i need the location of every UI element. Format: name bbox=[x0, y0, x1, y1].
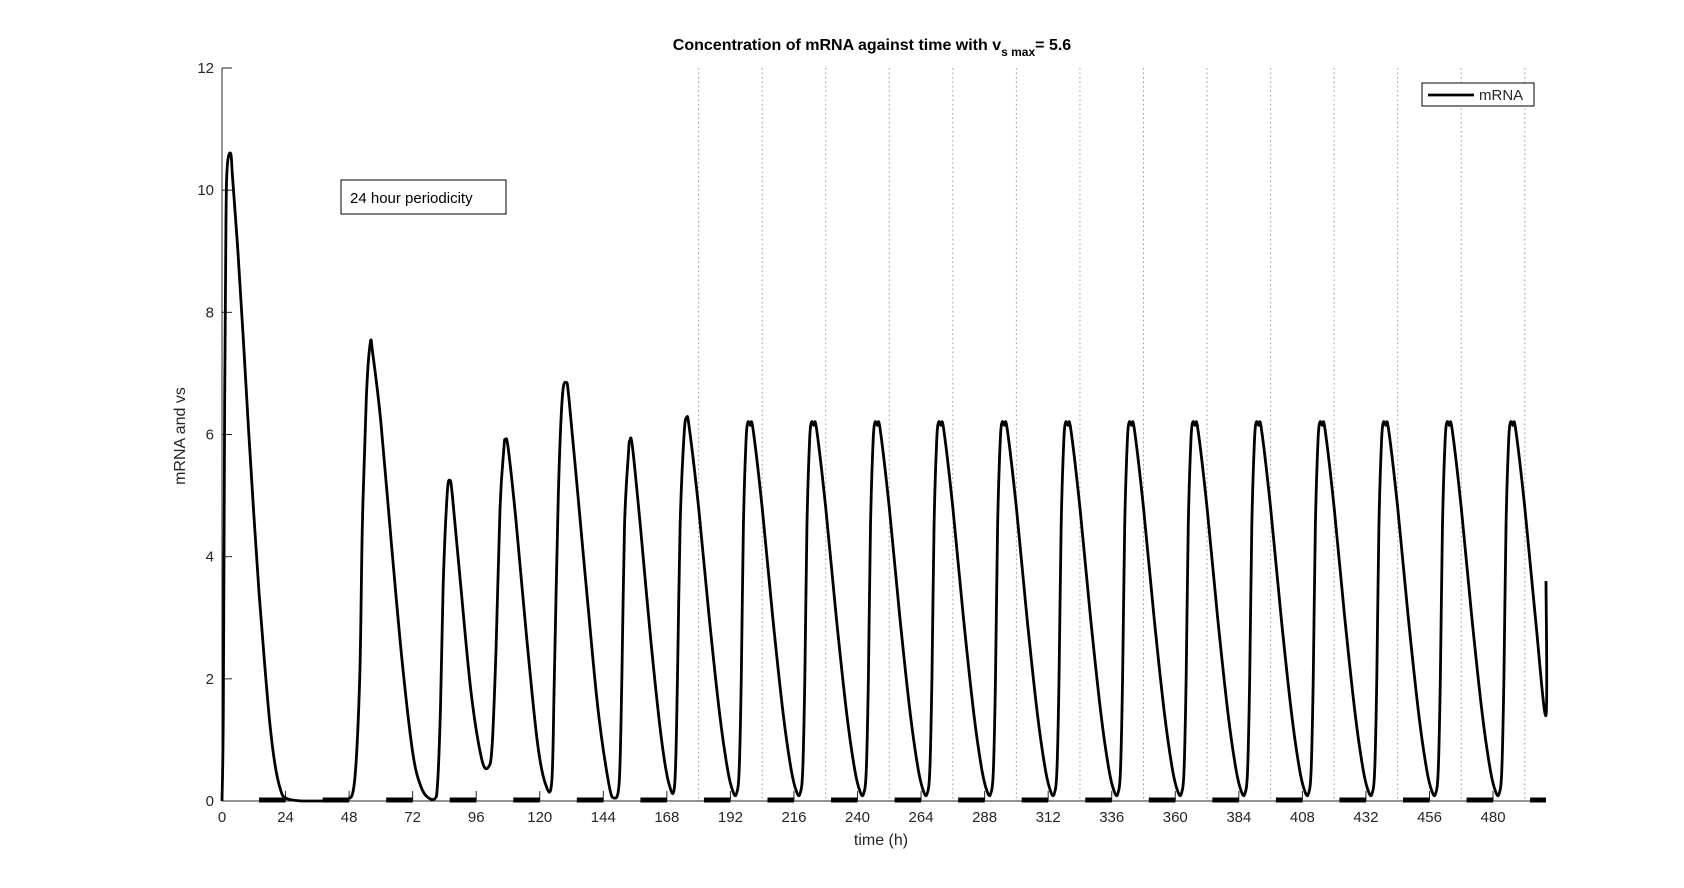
x-tick-label: 96 bbox=[468, 809, 485, 826]
x-tick-label: 480 bbox=[1481, 809, 1506, 826]
x-tick-label: 264 bbox=[909, 809, 934, 826]
x-tick-label: 360 bbox=[1163, 809, 1188, 826]
y-tick-label: 4 bbox=[206, 549, 214, 566]
legend-label: mRNA bbox=[1479, 87, 1523, 104]
x-axis: 0 24 48 72 96 120 144 168 192 216 240 264 288 312 336 3… bbox=[218, 791, 1546, 826]
x-tick-label: 384 bbox=[1226, 809, 1251, 826]
annotation-text: 24 hour periodicity bbox=[350, 190, 473, 207]
x-axis-label: time (h) bbox=[854, 832, 908, 849]
x-tick-label: 0 bbox=[218, 809, 226, 826]
mrna-series-line bbox=[220, 151, 1549, 803]
annotation-frame bbox=[340, 179, 507, 215]
chart-title-subscript: s max bbox=[1001, 45, 1035, 59]
x-tick-label: 432 bbox=[1353, 809, 1378, 826]
y-tick-label: 10 bbox=[197, 182, 214, 199]
x-tick-label: 216 bbox=[781, 809, 806, 826]
x-tick-label: 408 bbox=[1290, 809, 1315, 826]
x-tick-label: 24 bbox=[277, 809, 294, 826]
x-tick-label: 336 bbox=[1099, 809, 1124, 826]
x-tick-label: 312 bbox=[1036, 809, 1061, 826]
vertical-reference-lines bbox=[698, 68, 1526, 801]
x-tick-label: 168 bbox=[654, 809, 679, 826]
y-axis-label: mRNA and vs bbox=[172, 387, 189, 485]
x-tick-label: 456 bbox=[1417, 809, 1442, 826]
x-tick-label: 120 bbox=[527, 809, 552, 826]
legend-frame bbox=[1421, 82, 1535, 107]
x-tick-label: 48 bbox=[341, 809, 358, 826]
chart-title: Concentration of mRNA against time with … bbox=[673, 37, 1071, 59]
x-tick-label: 192 bbox=[718, 809, 743, 826]
x-tick-label: 240 bbox=[845, 809, 870, 826]
y-tick-label: 0 bbox=[206, 793, 214, 810]
annotation-box: 24 hour periodicity bbox=[340, 179, 507, 215]
y-tick-label: 12 bbox=[197, 60, 214, 77]
x-tick-label: 144 bbox=[591, 809, 616, 826]
legend: mRNA bbox=[1421, 82, 1535, 107]
x-tick-label: 72 bbox=[404, 809, 421, 826]
y-tick-label: 6 bbox=[206, 427, 214, 444]
y-tick-label: 2 bbox=[206, 671, 214, 688]
chart-title-tail: = 5.6 bbox=[1035, 37, 1071, 54]
chart-title-main: Concentration of mRNA against time with … bbox=[673, 37, 1001, 54]
x-tick-label: 288 bbox=[972, 809, 997, 826]
y-tick-label: 8 bbox=[206, 304, 214, 321]
